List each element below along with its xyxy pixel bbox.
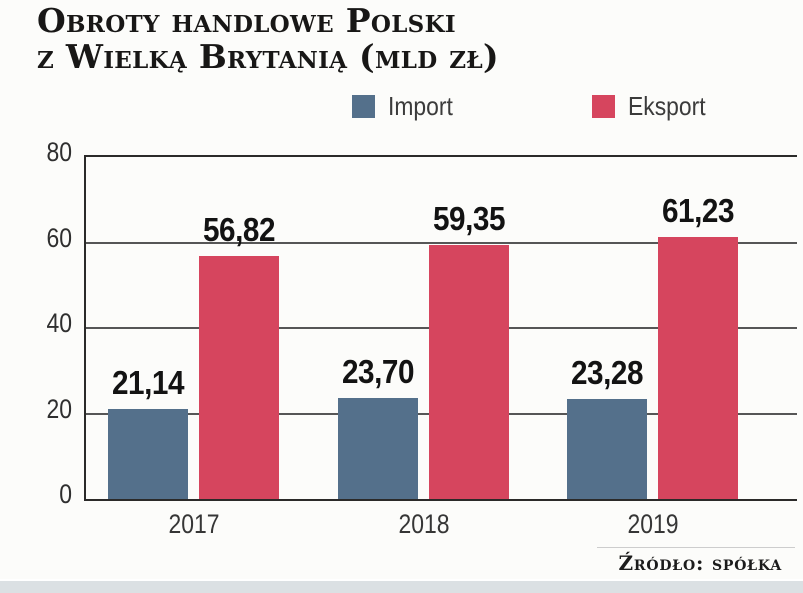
bar-value-label-eksport-2019: 61,23 [661,192,735,230]
y-tick-label-20: 20 [46,393,72,424]
bottom-strip [0,579,803,593]
legend-item-import: Import [352,90,462,121]
bar-value-label-eksport-2018: 59,35 [432,200,506,238]
chart-title: Obroty handlowe Polski z Wielką Brytanią… [37,3,499,75]
source-divider [597,547,795,548]
bar-eksport-2018: 59,35 [429,200,509,499]
bar-import-2019: 23,28 [567,354,647,499]
bar-eksport-2017: 56,82 [199,211,279,499]
bar-import-2017: 21,14 [108,364,188,499]
chart-title-line2: z Wielką Brytanią (mld zł) [37,37,499,76]
x-tick-label-2018: 2018 [397,509,450,539]
legend-label-eksport: Eksport [628,90,706,121]
plot-area: 0 20 40 60 80 21,14 56,82 2017 23,70 59,35 2018 23,… [46,139,797,538]
bar-value-label-eksport-2017: 56,82 [202,211,276,249]
y-tick-label-60: 60 [46,222,72,253]
bar-value-label-import-2018: 23,70 [341,352,415,390]
bar-value-label-import-2017: 21,14 [111,363,185,401]
bar-eksport-2019: 61,23 [658,192,738,499]
bar-import-2018: 23,70 [338,353,418,499]
gridline-60 [86,241,797,244]
y-tick-label-40: 40 [46,308,72,338]
legend-item-eksport: Eksport [592,90,716,121]
x-tick-label-2017: 2017 [167,509,220,539]
source-label: Źródło: spółka [618,551,782,575]
legend-label-import: Import [388,90,453,121]
y-tick-label-0: 0 [59,479,72,509]
legend-marker-eksport [592,94,615,118]
y-tick-label-80: 80 [46,137,72,167]
legend-marker-import [352,94,375,118]
chart-title-line1: Obroty handlowe Polski [37,1,456,40]
bar-value-label-import-2019: 23,28 [570,354,644,392]
x-tick-label-2019: 2019 [626,509,679,539]
